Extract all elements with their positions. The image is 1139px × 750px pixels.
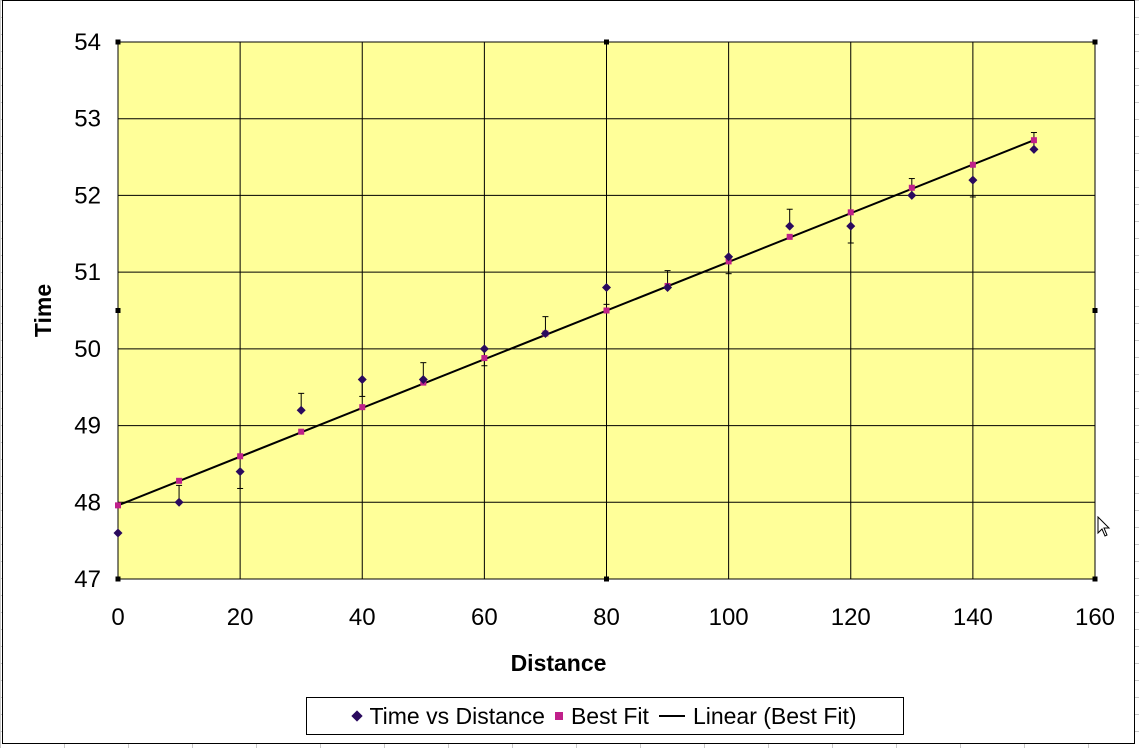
data-point bbox=[846, 221, 856, 231]
legend-item-best-fit: Best Fit bbox=[554, 702, 649, 730]
legend-label: Time vs Distance bbox=[369, 702, 545, 729]
selection-handle bbox=[1092, 576, 1098, 582]
line-marker-icon bbox=[658, 715, 685, 717]
y-tick-label: 49 bbox=[74, 413, 101, 440]
chart-plot: 0 20 40 60 80 100 120 140 160 47 48 49 50 51 52 53 54 Dis… bbox=[30, 29, 1115, 676]
selection-handle bbox=[115, 39, 121, 45]
x-tick-label: 160 bbox=[1075, 604, 1115, 631]
selection-handle bbox=[604, 576, 609, 582]
y-axis-title: Time bbox=[30, 284, 56, 337]
x-tick-label: 60 bbox=[471, 604, 498, 631]
selection-handle bbox=[115, 576, 121, 582]
y-tick-label: 51 bbox=[74, 259, 101, 286]
data-point bbox=[235, 467, 245, 477]
selection-handle bbox=[604, 39, 609, 45]
best-fit-point bbox=[176, 477, 183, 484]
y-tick-label: 53 bbox=[74, 106, 101, 133]
x-tick-label: 20 bbox=[227, 604, 254, 631]
best-fit-point bbox=[786, 233, 793, 240]
square-marker-icon bbox=[554, 712, 563, 720]
x-axis-title: Distance bbox=[511, 650, 607, 676]
data-point bbox=[907, 190, 917, 200]
trendline-linear-best-fit bbox=[117, 139, 1035, 507]
data-point bbox=[296, 405, 306, 415]
y-tick-label: 48 bbox=[74, 489, 101, 516]
x-tick-label: 0 bbox=[111, 604, 124, 631]
data-point bbox=[663, 282, 673, 292]
legend-item-linear-best-fit: Linear (Best Fit) bbox=[658, 702, 857, 730]
data-point bbox=[357, 375, 367, 385]
data-point bbox=[174, 497, 184, 507]
best-fit-point bbox=[115, 502, 121, 509]
best-fit-point bbox=[603, 307, 610, 314]
selection-handle bbox=[1092, 39, 1098, 45]
best-fit-point bbox=[908, 184, 915, 191]
data-point bbox=[540, 329, 550, 339]
y-tick-label: 54 bbox=[74, 29, 101, 56]
diamond-marker-icon bbox=[351, 710, 364, 722]
y-tick-label: 47 bbox=[74, 566, 101, 593]
mouse-pointer-icon bbox=[1097, 516, 1111, 537]
y-tick-label: 52 bbox=[74, 182, 101, 209]
data-point bbox=[724, 252, 734, 262]
best-fit-point bbox=[298, 428, 305, 435]
data-point bbox=[418, 375, 428, 385]
x-tick-label: 40 bbox=[349, 604, 376, 631]
y-tick-label: 50 bbox=[74, 336, 101, 363]
data-point bbox=[479, 344, 489, 354]
x-tick-label: 100 bbox=[709, 604, 749, 631]
chart-legend[interactable]: Time vs Distance Best Fit Linear (Best F… bbox=[306, 697, 904, 735]
best-fit-point bbox=[237, 453, 244, 460]
best-fit-point bbox=[969, 161, 976, 168]
legend-item-time-vs-distance: Time vs Distance bbox=[351, 702, 545, 730]
data-point bbox=[602, 282, 611, 292]
best-fit-point bbox=[481, 355, 488, 362]
legend-label: Linear (Best Fit) bbox=[692, 702, 857, 729]
selection-handle bbox=[1092, 308, 1098, 313]
data-point bbox=[113, 528, 123, 538]
data-point bbox=[1029, 144, 1039, 154]
x-tick-label: 80 bbox=[593, 604, 620, 631]
selection-handle bbox=[115, 308, 121, 313]
best-fit-point bbox=[359, 404, 366, 411]
best-fit-point bbox=[725, 258, 732, 265]
best-fit-point bbox=[1030, 137, 1037, 144]
data-point bbox=[785, 221, 795, 231]
x-tick-label: 140 bbox=[953, 604, 993, 631]
x-tick-label: 120 bbox=[831, 604, 871, 631]
data-point bbox=[968, 175, 978, 185]
legend-label: Best Fit bbox=[570, 702, 649, 729]
best-fit-point bbox=[847, 209, 854, 216]
